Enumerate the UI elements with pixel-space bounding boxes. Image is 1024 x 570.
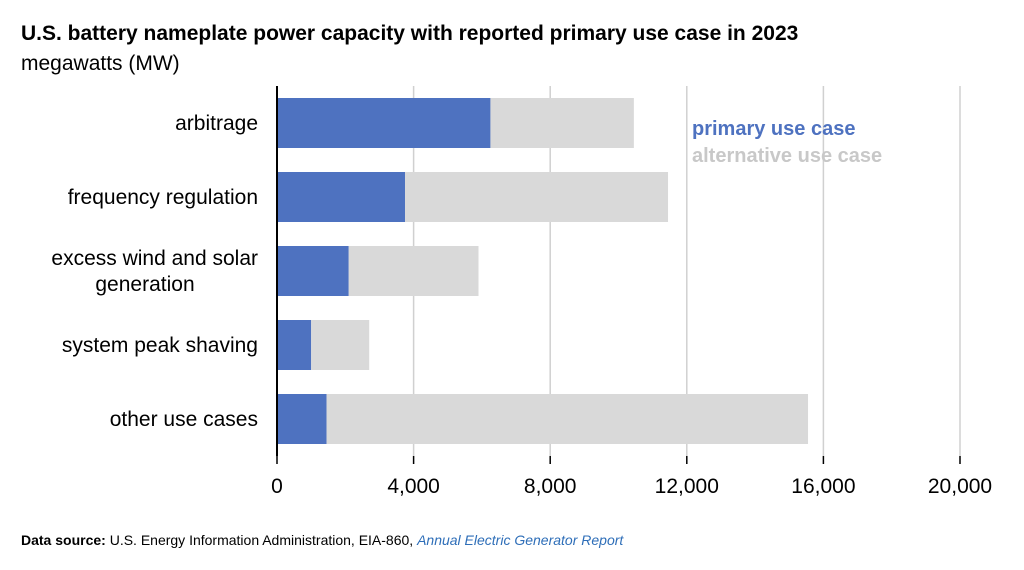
bar-primary	[277, 246, 349, 296]
data-source-label: Data source:	[21, 532, 106, 548]
category-label: frequency regulation	[68, 186, 258, 209]
x-tick-label: 4,000	[387, 475, 440, 498]
data-source: Data source: U.S. Energy Information Adm…	[21, 532, 623, 548]
bar-primary	[277, 394, 327, 444]
category-label: other use cases	[110, 408, 258, 431]
bar-primary	[277, 172, 406, 222]
category-label: arbitrage	[175, 112, 258, 135]
x-tick-label: 0	[271, 475, 283, 498]
chart-subtitle: megawatts (MW)	[21, 52, 180, 75]
x-tick-label: 20,000	[928, 475, 992, 498]
category-label: system peak shaving	[62, 334, 258, 357]
legend-alternative: alternative use case	[692, 145, 882, 167]
bar-alternative	[405, 172, 669, 222]
bar-alternative	[490, 98, 634, 148]
x-tick-label: 8,000	[524, 475, 577, 498]
category-label: excess wind and solar	[51, 247, 258, 270]
x-tick-label: 16,000	[791, 475, 855, 498]
data-source-link[interactable]: Annual Electric Generator Report	[417, 532, 624, 548]
bar-chart: arbitrage frequency regulation excess wind…	[51, 86, 992, 498]
bar-primary	[277, 320, 312, 370]
x-tick-label: 12,000	[655, 475, 719, 498]
bar-alternative	[348, 246, 479, 296]
bar-primary	[277, 98, 491, 148]
chart-title: U.S. battery nameplate power capacity wi…	[21, 22, 799, 45]
bar-alternative	[311, 320, 370, 370]
legend-primary: primary use case	[692, 118, 855, 140]
bar-alternative	[326, 394, 809, 444]
data-source-text: U.S. Energy Information Administration, …	[105, 532, 418, 548]
category-label: generation	[95, 273, 194, 296]
